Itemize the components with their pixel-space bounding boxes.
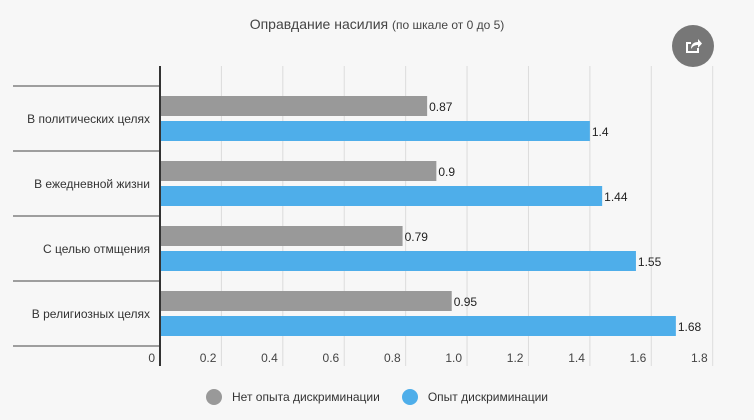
bar	[160, 291, 452, 311]
title-subtitle: (по шкале от 0 до 5)	[392, 18, 505, 32]
bar-chart: 0 0.2 0.4 0.6 0.8 1.0 1.2 1.4 1.6 1.8 В политическ…	[13, 66, 714, 366]
bar	[160, 226, 403, 246]
x-tick-label: 0.8	[384, 351, 401, 365]
data-label: 0.95	[454, 295, 478, 309]
x-tick-label: 0.4	[261, 351, 278, 365]
data-label: 0.87	[429, 100, 453, 114]
category-label: В религиозных целях	[32, 307, 150, 321]
share-button[interactable]	[672, 25, 714, 67]
legend-label: Опыт дискриминации	[427, 390, 548, 404]
x-tick-label: 1.0	[445, 351, 462, 365]
legend-swatch	[206, 389, 223, 405]
bar	[160, 316, 676, 336]
x-tick-label: 0.2	[200, 351, 217, 365]
share-icon	[686, 39, 702, 53]
legend: Нет опыта дискриминации Опыт дискриминаци…	[0, 389, 754, 405]
bar	[160, 96, 428, 116]
bar	[160, 186, 603, 206]
legend-item[interactable]: Нет опыта дискриминации	[206, 389, 380, 405]
x-tick-label: 1.4	[568, 351, 585, 365]
x-tick-label: 1.2	[507, 351, 524, 365]
bar	[160, 121, 590, 141]
data-label: 1.68	[678, 320, 702, 334]
data-label: 1.44	[604, 190, 628, 204]
x-tick-label: 1.8	[691, 351, 708, 365]
bar	[160, 251, 636, 271]
category-label: В политических целях	[27, 112, 150, 126]
x-tick-label: 0.6	[323, 351, 340, 365]
title-main: Оправдание насилия	[249, 16, 389, 32]
legend-label: Нет опыта дискриминации	[232, 390, 380, 404]
legend-item[interactable]: Опыт дискриминации	[401, 389, 548, 405]
data-label: 0.79	[405, 230, 429, 244]
chart-title: Оправдание насилия (по шкале от 0 до 5)	[0, 16, 754, 32]
x-tick-label: 1.6	[630, 351, 647, 365]
data-label: 0.9	[438, 165, 455, 179]
data-label: 1.55	[638, 255, 662, 269]
category-label: В ежедневной жизни	[34, 177, 150, 191]
x-tick-label: 0	[148, 351, 155, 365]
category-label: С целью отмщения	[43, 242, 150, 256]
bar	[160, 161, 437, 181]
legend-swatch	[401, 389, 418, 405]
data-label: 1.4	[592, 125, 609, 139]
